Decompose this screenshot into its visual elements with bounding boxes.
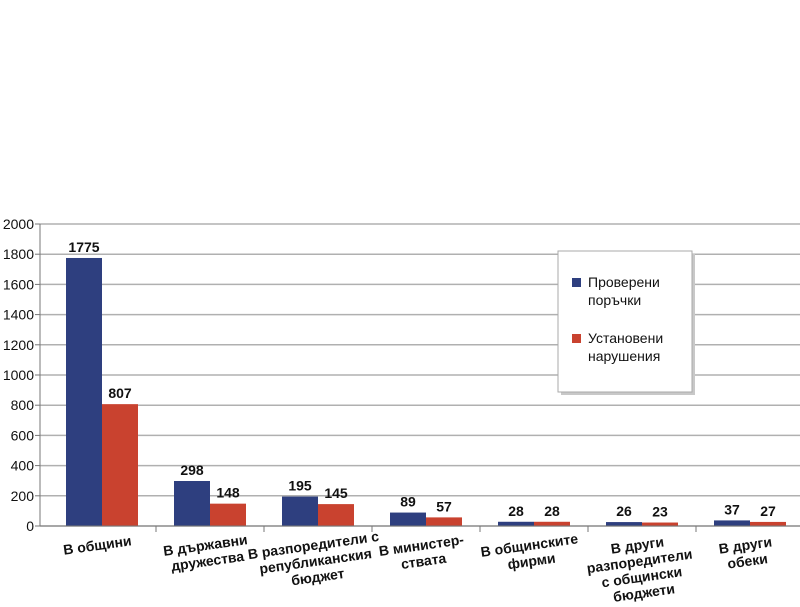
y-tick-label: 1400	[3, 307, 34, 323]
legend: Проверени поръчки Установени нарушения	[557, 250, 695, 395]
data-label: 28	[544, 503, 560, 519]
legend-swatch	[572, 334, 581, 343]
bar-violations	[318, 504, 354, 526]
legend-entry: Установени нарушения	[588, 330, 663, 364]
bar-checked	[714, 520, 750, 526]
data-label: 27	[760, 503, 776, 519]
bar-violations	[534, 521, 570, 526]
bar-violations	[102, 404, 138, 526]
bar-violations	[642, 522, 678, 526]
x-tick-label: В другиобеки	[718, 533, 775, 572]
data-label: 28	[508, 503, 524, 519]
x-tick-label: В общинскитефирми	[480, 530, 582, 575]
data-label: 145	[324, 485, 348, 501]
bar-checked	[174, 481, 210, 526]
legend-box	[557, 250, 693, 393]
bar-violations	[210, 503, 246, 526]
data-label: 148	[216, 485, 240, 501]
data-label: 37	[724, 501, 740, 517]
data-label: 23	[652, 504, 668, 520]
y-tick-label: 1200	[3, 337, 34, 353]
x-tick-label: В министер-ствата	[378, 531, 468, 575]
y-tick-label: 2000	[3, 216, 34, 232]
y-tick-label: 0	[26, 518, 34, 534]
x-axis-labels: В общини В държавнидружества В разпоредите…	[62, 528, 775, 607]
bar-checked	[498, 521, 534, 526]
data-label: 298	[180, 462, 204, 478]
bar-checked	[66, 257, 102, 526]
legend-entry: Проверени поръчки	[588, 274, 660, 308]
bar-checked	[282, 496, 318, 526]
y-tick-label: 800	[11, 397, 35, 413]
data-label: 1775	[68, 239, 99, 255]
bar-violations	[426, 517, 462, 526]
bar-checked	[390, 512, 426, 526]
y-tick-label: 1000	[3, 367, 34, 383]
bar-checked	[606, 522, 642, 526]
data-label: 195	[288, 478, 312, 494]
y-tick-label: 200	[11, 488, 35, 504]
bars: 1775 807 298 148 195 145 89 57 28 28 26 23 37 27	[66, 239, 786, 526]
legend-swatch	[572, 278, 581, 287]
y-tick-label: 600	[11, 427, 35, 443]
x-tick-label: В разпоредители срепубликанскиябюджет	[247, 528, 385, 594]
y-tick-label: 1600	[3, 276, 34, 292]
y-tick-label: 400	[11, 458, 35, 474]
y-axis-ticks: 0 200 400 600 800 1000 1200 1400 1600 1800 2000	[3, 216, 40, 534]
x-tick-label: В държавнидружества	[162, 531, 250, 574]
x-tick-label: В другиразпоредителис общинскибюджети	[583, 530, 697, 607]
data-label: 26	[616, 503, 632, 519]
data-label: 89	[400, 494, 416, 510]
bar-violations	[750, 521, 786, 526]
data-label: 807	[108, 385, 132, 401]
data-label: 57	[436, 498, 452, 514]
axes	[39, 224, 800, 532]
y-tick-label: 1800	[3, 246, 34, 262]
x-tick-label: В общини	[62, 532, 132, 557]
